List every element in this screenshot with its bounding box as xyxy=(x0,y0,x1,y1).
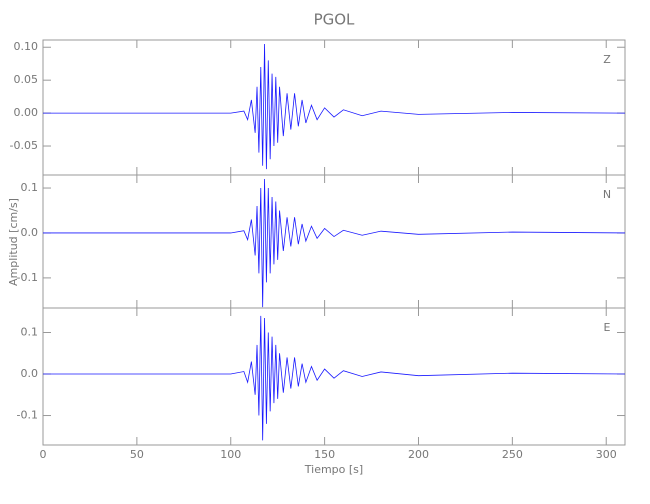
panel-label: Z xyxy=(603,53,611,66)
y-axis-label: Amplitud [cm/s] xyxy=(7,198,20,286)
y-tick-label: 0.0 xyxy=(21,226,39,239)
panel-frame xyxy=(42,307,626,446)
chart-title: PGOL xyxy=(314,11,355,29)
y-tick-label: 0.10 xyxy=(14,40,39,53)
x-tick-label: 50 xyxy=(130,448,144,461)
x-tick-label: 200 xyxy=(408,448,429,461)
y-tick-label: 0.1 xyxy=(21,181,39,194)
x-tick-label: 300 xyxy=(596,448,617,461)
x-tick-label: 150 xyxy=(314,448,335,461)
y-tick-label: -0.1 xyxy=(17,409,38,422)
x-tick-label: 0 xyxy=(40,448,47,461)
panel-label: E xyxy=(604,321,611,334)
y-tick-label: 0.1 xyxy=(21,325,39,338)
y-tick-label: -0.05 xyxy=(10,139,38,152)
x-axis-label: Tiempo [s] xyxy=(304,463,363,476)
x-tick-label: 100 xyxy=(220,448,241,461)
panel-frame xyxy=(42,174,626,309)
x-tick-label: 250 xyxy=(502,448,523,461)
y-tick-label: -0.1 xyxy=(17,271,38,284)
panel-label: N xyxy=(603,188,611,201)
waveform xyxy=(43,43,626,170)
y-tick-label: 0.00 xyxy=(14,106,39,119)
y-tick-label: 0.05 xyxy=(14,73,39,86)
waveform xyxy=(43,315,626,441)
y-tick-label: 0.0 xyxy=(21,367,39,380)
panel-frame xyxy=(42,39,626,176)
waveform xyxy=(43,179,626,308)
